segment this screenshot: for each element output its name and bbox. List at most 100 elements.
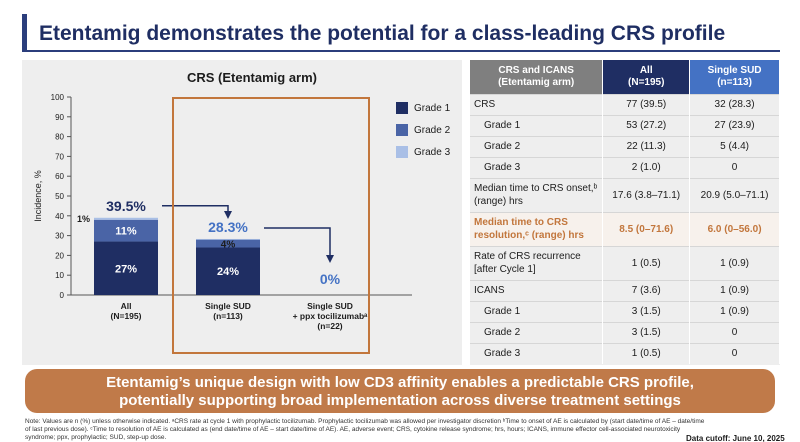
arrowhead-sud (224, 210, 232, 219)
row-label: Grade 1 (470, 114, 604, 136)
legend-item-grade3: Grade 3 (396, 141, 450, 163)
header-crs-icans: CRS and ICANS (Etentamig arm) (470, 60, 604, 94)
segment-label-sud-grade2: 4% (221, 240, 236, 251)
cell-single-sud: 1 (0.9) (689, 300, 780, 322)
x-category-label: (n=113) (213, 311, 243, 321)
table-row: Rate of CRS recurrence [after Cycle 1] 1 … (470, 245, 780, 280)
legend-label-grade2: Grade 2 (414, 124, 451, 136)
y-tick-label: 0 (60, 291, 65, 300)
cell-all: 53 (27.2) (602, 114, 691, 136)
total-label-all: 39.5% (106, 198, 146, 214)
total-label-ppx-tocilizumab: 0% (320, 271, 341, 287)
x-category-label: (n=22) (317, 321, 342, 331)
x-category-label: (N=195) (111, 311, 142, 321)
bar-grade3-0 (94, 217, 158, 220)
x-category-label: Single SUD (205, 301, 251, 311)
segment-label-all-grade3: 1% (77, 214, 90, 224)
x-category-label: + ppx tocilizumabᵃ (293, 311, 369, 321)
x-category-label: All (121, 301, 132, 311)
table-row: CRS 77 (39.5) 32 (28.3) (470, 93, 780, 115)
table-row: Grade 1 53 (27.2) 27 (23.9) (470, 114, 780, 136)
bar-grade1-1 (196, 247, 260, 295)
y-tick-label: 20 (55, 251, 64, 260)
legend-item-grade2: Grade 2 (396, 119, 450, 141)
cell-all: 8.5 (0–71.6) (602, 211, 691, 246)
crs-bar-chart: 0 10 20 30 40 50 60 70 80 90 100 Incidence, % 27% 11%… (33, 93, 412, 331)
header-sud-line1: Single SUD (707, 64, 762, 76)
segment-label-all-grade2: 11% (115, 226, 137, 238)
header-sud-line2: (n=113) (717, 76, 752, 88)
row-label: Grade 2 (470, 135, 604, 157)
slide-title: Etentamig demonstrates the potential for… (39, 22, 726, 45)
banner-line-1: Etentamig’s unique design with low CD3 a… (106, 374, 694, 391)
data-cutoff: Data cutoff: June 10, 2025 (686, 434, 785, 442)
y-tick-label: 100 (51, 93, 65, 102)
cell-all: 2 (1.0) (602, 156, 691, 178)
title-rule (22, 50, 780, 52)
row-label: CRS (470, 93, 604, 115)
y-tick-label: 90 (55, 113, 64, 122)
y-tick-label: 60 (55, 172, 64, 181)
row-label: Median time to CRS resolution,ᶜ (range) … (470, 211, 604, 246)
y-tick-label: 80 (55, 133, 64, 142)
legend-label-grade3: Grade 3 (414, 146, 451, 158)
header-all: All (N=195) (602, 60, 691, 94)
cell-single-sud: 0 (689, 342, 780, 364)
header-all-line2: (N=195) (628, 76, 665, 88)
row-label: Grade 1 (470, 300, 604, 322)
cell-all: 3 (1.5) (602, 321, 691, 343)
connector-arrow-sud-to-ppx (264, 227, 331, 261)
chart-legend: Grade 1 Grade 2 Grade 3 (396, 97, 450, 163)
row-label: Median time to CRS onset,ᵇ (range) hrs (470, 177, 604, 212)
single-sud-highlight-box (172, 97, 370, 354)
cell-all: 1 (0.5) (602, 342, 691, 364)
cell-single-sud: 6.0 (0–56.0) (689, 211, 780, 246)
row-label: ICANS (470, 279, 604, 301)
x-category-label: Single SUD (307, 301, 353, 311)
row-label: Grade 3 (470, 342, 604, 364)
arrowhead-ppx (326, 255, 334, 263)
cell-single-sud: 27 (23.9) (689, 114, 780, 136)
row-label: Grade 2 (470, 321, 604, 343)
chart-title: CRS (Etentamig arm) (186, 70, 318, 85)
bar-grade2-0 (94, 219, 158, 242)
legend-item-grade1: Grade 1 (396, 97, 450, 119)
row-label: Grade 3 (470, 156, 604, 178)
y-axis-label: Incidence, % (33, 170, 43, 222)
banner-line-2: potentially supporting broad implementat… (119, 392, 681, 409)
title-bar: Etentamig demonstrates the potential for… (22, 14, 780, 52)
y-tick-label: 70 (55, 152, 64, 161)
total-label-single-sud: 28.3% (208, 219, 248, 235)
segment-label-sud-grade1: 24% (217, 266, 239, 278)
crs-icans-table: CRS and ICANS (Etentamig arm) All (N=195… (470, 60, 780, 364)
cell-single-sud: 1 (0.9) (689, 245, 780, 280)
header-crs-icans-line2: (Etentamig arm) (498, 76, 575, 88)
footnote: Note: Values are n (%) unless otherwise … (25, 418, 705, 441)
table-row: ICANS 7 (3.6) 1 (0.9) (470, 279, 780, 301)
cell-all: 3 (1.5) (602, 300, 691, 322)
cell-single-sud: 0 (689, 156, 780, 178)
table-row: Grade 2 22 (11.3) 5 (4.4) (470, 135, 780, 157)
cell-all: 22 (11.3) (602, 135, 691, 157)
chart-panel: CRS (Etentamig arm) 0 10 20 30 40 50 60 70 80 90 1… (22, 60, 462, 365)
cell-single-sud: 1 (0.9) (689, 279, 780, 301)
header-all-line1: All (639, 64, 653, 76)
y-tick-label: 50 (55, 192, 64, 201)
bar-grade2-1 (196, 239, 260, 248)
table-row: Median time to CRS resolution,ᶜ (range) … (470, 211, 780, 246)
table-row: Median time to CRS onset,ᵇ (range) hrs 17… (470, 177, 780, 212)
table-header-row: CRS and ICANS (Etentamig arm) All (N=195… (470, 60, 780, 94)
segment-label-all-grade1: 27% (115, 263, 137, 275)
cell-all: 7 (3.6) (602, 279, 691, 301)
legend-swatch-grade3 (396, 146, 408, 158)
cell-single-sud: 32 (28.3) (689, 93, 780, 115)
y-tick-label: 30 (55, 232, 64, 241)
legend-label-grade1: Grade 1 (414, 102, 451, 114)
legend-swatch-grade1 (396, 102, 408, 114)
cell-all: 77 (39.5) (602, 93, 691, 115)
bar-grade1-0 (94, 241, 158, 295)
